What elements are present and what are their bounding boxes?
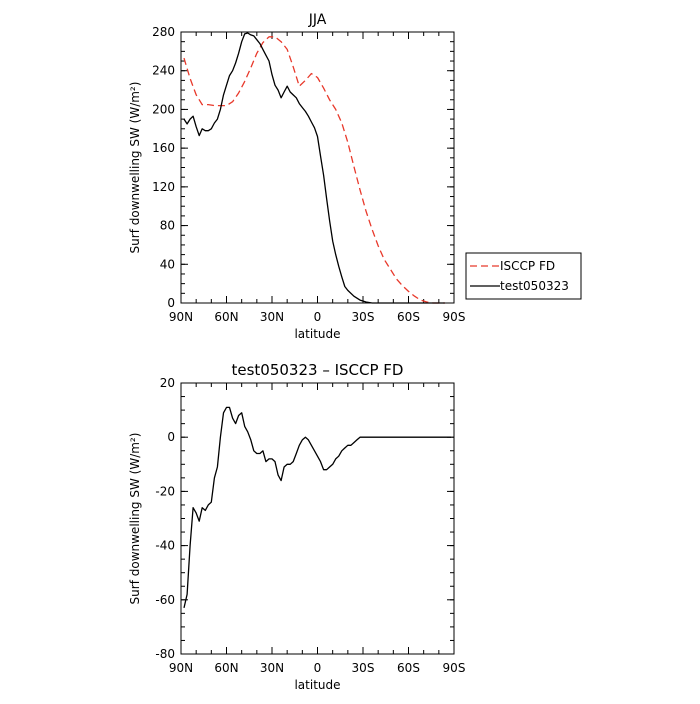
x-tick-label: 30N	[260, 310, 284, 324]
legend-label: ISCCP FD	[500, 259, 555, 273]
y-tick-label: -20	[155, 484, 175, 498]
chart-title: test050323 – ISCCP FD	[232, 361, 404, 379]
x-tick-label: 60N	[214, 310, 238, 324]
y-tick-label: 120	[152, 180, 175, 194]
y-tick-label: 240	[152, 64, 175, 78]
legend: ISCCP FD test050323	[465, 252, 582, 300]
x-tick-label: 90S	[443, 310, 466, 324]
series-line-isccp-fd	[183, 36, 445, 304]
y-tick-label: -60	[155, 593, 175, 607]
x-tick-label: 0	[314, 661, 322, 675]
y-tick-label: 280	[152, 25, 175, 39]
y-axis-label: Surf downwelling SW (W/m²)	[128, 433, 142, 605]
x-axis-label: latitude	[294, 678, 340, 692]
y-tick-label: -40	[155, 539, 175, 553]
plot-frame	[180, 31, 455, 304]
y-tick-label: 20	[160, 376, 175, 390]
y-axis-label: Surf downwelling SW (W/m²)	[128, 82, 142, 254]
y-tick-label: 200	[152, 102, 175, 116]
chart-title: JJA	[308, 12, 327, 28]
x-tick-label: 30N	[260, 661, 284, 675]
y-tick-label: 40	[160, 257, 175, 271]
legend-label: test050323	[500, 279, 569, 293]
series-line-test050323	[183, 32, 445, 304]
x-tick-label: 90N	[169, 310, 193, 324]
x-tick-label: 0	[314, 310, 322, 324]
x-tick-label: 30S	[352, 310, 375, 324]
y-tick-label: 160	[152, 141, 175, 155]
series-line-diff-0	[183, 406, 451, 609]
y-tick-label: 80	[160, 219, 175, 233]
y-tick-label: 0	[167, 430, 175, 444]
x-tick-label: 30S	[352, 661, 375, 675]
legend-box	[465, 252, 582, 300]
x-tick-label: 90S	[443, 661, 466, 675]
y-tick-label: -80	[155, 647, 175, 661]
y-tick-label: 0	[167, 296, 175, 310]
x-axis-label: latitude	[294, 327, 340, 341]
x-tick-label: 90N	[169, 661, 193, 675]
panel-bottom-chart: 90N 60N 30N 0 30S 60S 90S -80 -60 -40 -20 0 20 test05…	[128, 361, 465, 692]
x-tick-label: 60S	[397, 310, 420, 324]
panel-top-chart: 90N 60N 30N 0 30S 60S 90S 0 40 80 120 160 200 240 280 J…	[128, 12, 465, 341]
x-tick-label: 60N	[214, 661, 238, 675]
x-tick-label: 60S	[397, 661, 420, 675]
